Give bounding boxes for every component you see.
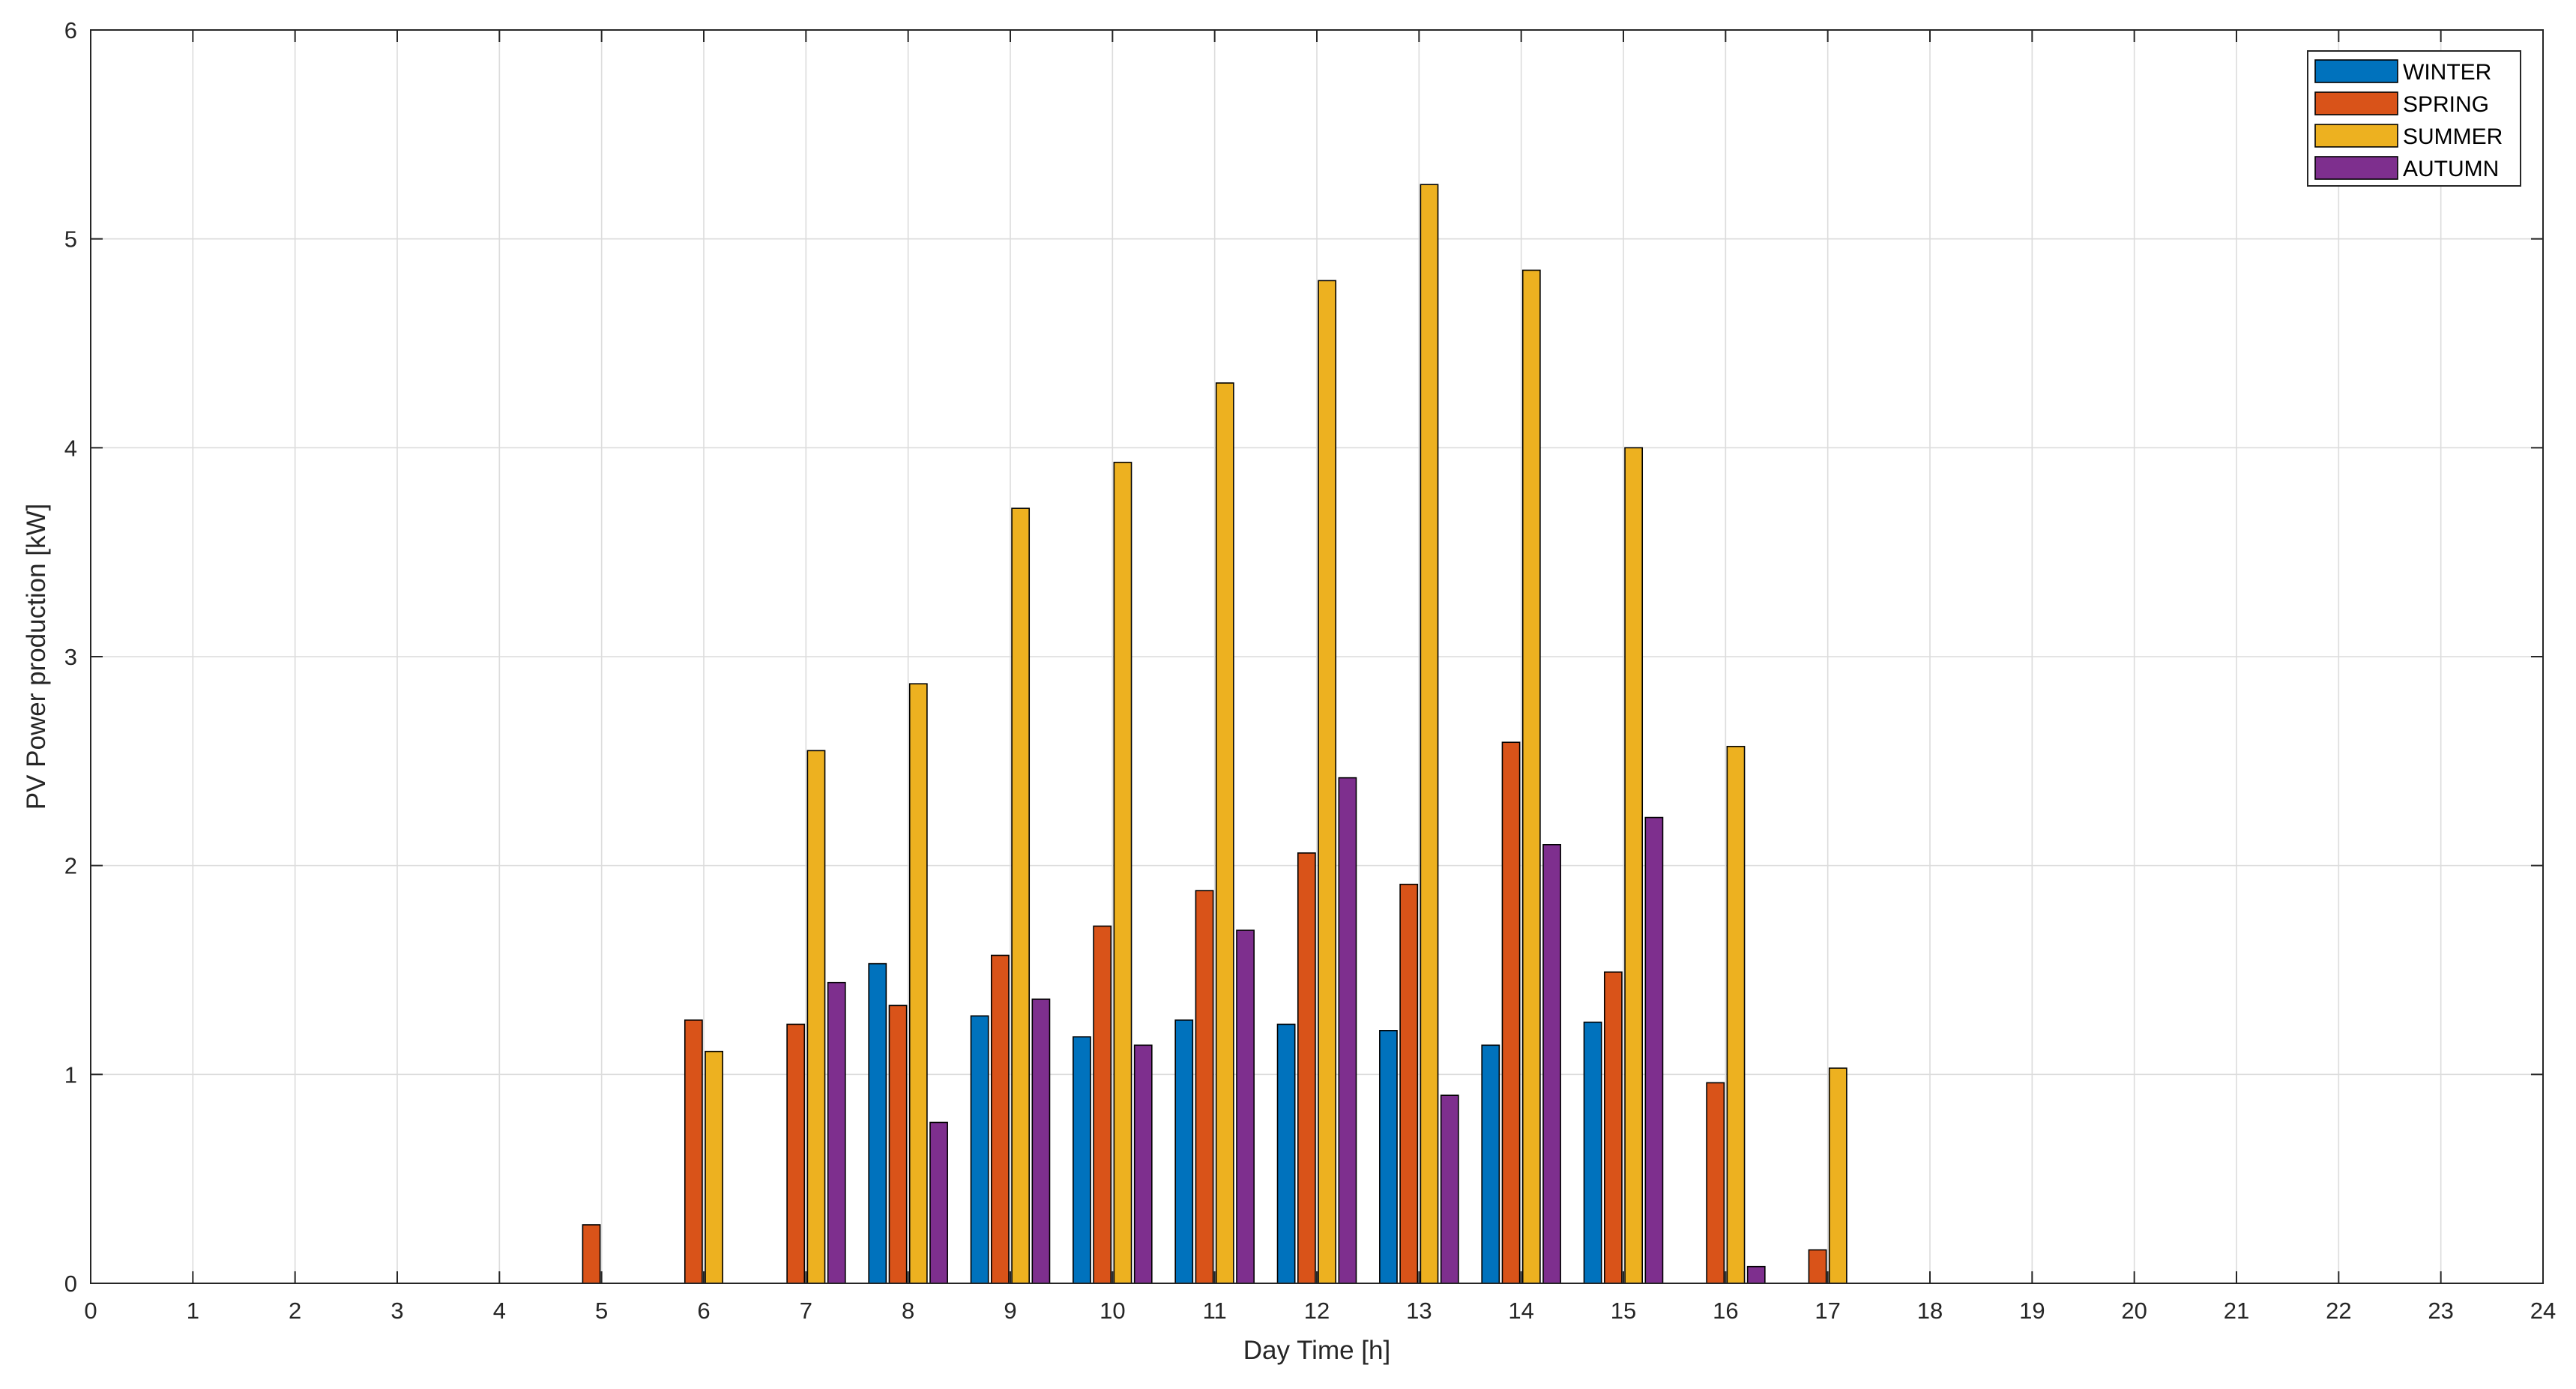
- x-tick-label: 1: [187, 1298, 199, 1324]
- legend-label-autumn: AUTUMN: [2403, 157, 2499, 181]
- bar-spring-h17: [1808, 1249, 1827, 1284]
- x-tick-label: 3: [390, 1298, 403, 1324]
- bar-spring-h15: [1603, 971, 1623, 1284]
- x-tick-label: 19: [2019, 1298, 2045, 1324]
- y-tick-label: 2: [64, 853, 77, 879]
- legend-swatch-summer: [2314, 124, 2398, 148]
- x-tick-label: 15: [1611, 1298, 1636, 1324]
- legend-label-winter: WINTER: [2403, 60, 2491, 85]
- bar-summer-h6: [705, 1050, 724, 1284]
- x-tick-label: 21: [2224, 1298, 2249, 1324]
- bar-autumn-h11: [1236, 929, 1255, 1284]
- bar-autumn-h8: [929, 1121, 948, 1284]
- x-tick-label: 24: [2530, 1298, 2556, 1324]
- bar-summer-h8: [908, 683, 928, 1284]
- x-tick-label: 16: [1713, 1298, 1738, 1324]
- bar-autumn-h14: [1542, 844, 1561, 1284]
- bar-summer-h10: [1113, 462, 1132, 1284]
- bar-winter-h12: [1276, 1023, 1296, 1284]
- bar-autumn-h15: [1644, 816, 1664, 1284]
- bar-spring-h12: [1297, 852, 1316, 1284]
- legend-swatch-winter: [2314, 59, 2398, 83]
- y-tick-label: 5: [64, 226, 77, 253]
- bar-summer-h12: [1318, 280, 1337, 1284]
- x-tick-label: 8: [902, 1298, 914, 1324]
- legend-swatch-autumn: [2314, 156, 2398, 180]
- y-tick-label: 3: [64, 644, 77, 670]
- legend-label-summer: SUMMER: [2403, 124, 2503, 149]
- x-axis-label: Day Time [h]: [1243, 1336, 1390, 1365]
- y-axis-label: PV Power production [kW]: [22, 504, 51, 810]
- bar-summer-h14: [1521, 269, 1541, 1284]
- x-tick-label: 7: [800, 1298, 812, 1324]
- bar-autumn-h10: [1133, 1044, 1153, 1284]
- bar-summer-h16: [1726, 746, 1746, 1284]
- y-tick-label: 0: [64, 1271, 77, 1297]
- y-tick-label: 6: [64, 17, 77, 43]
- bar-spring-h6: [684, 1019, 703, 1284]
- bar-summer-h7: [806, 750, 826, 1284]
- bar-summer-h17: [1828, 1067, 1847, 1284]
- legend-label-spring: SPRING: [2403, 92, 2489, 117]
- bar-autumn-h7: [827, 981, 846, 1284]
- x-tick-label: 14: [1508, 1298, 1533, 1324]
- x-tick-label: 17: [1815, 1298, 1840, 1324]
- x-tick-label: 9: [1004, 1298, 1016, 1324]
- axis-ticks: [90, 29, 2544, 1284]
- bar-winter-h11: [1174, 1019, 1194, 1284]
- x-tick-label: 5: [595, 1298, 608, 1324]
- bar-autumn-h12: [1338, 777, 1357, 1284]
- bar-spring-h14: [1501, 741, 1521, 1284]
- x-tick-label: 12: [1304, 1298, 1330, 1324]
- bar-winter-h14: [1481, 1044, 1500, 1284]
- bar-spring-h7: [786, 1023, 806, 1284]
- x-tick-label: 11: [1203, 1298, 1227, 1324]
- bar-winter-h10: [1073, 1036, 1091, 1284]
- bar-autumn-h13: [1440, 1094, 1459, 1284]
- bar-autumn-h16: [1746, 1265, 1766, 1284]
- y-tick-label: 1: [64, 1061, 77, 1088]
- bar-spring-h5: [582, 1224, 601, 1284]
- x-tick-label: 20: [2121, 1298, 2147, 1324]
- bar-spring-h9: [990, 954, 1010, 1284]
- legend: WINTER SPRING SUMMER AUTUMN: [2307, 50, 2521, 187]
- axis-tick-labels: 0 1 2 3 4 5 6 7 8 9 10 11 12 13 14 15 16 17 18 19 20 21 22 23 24…: [64, 17, 2556, 1324]
- legend-swatch-spring: [2314, 91, 2398, 115]
- bar-spring-h11: [1195, 890, 1214, 1284]
- x-tick-label: 0: [84, 1298, 97, 1324]
- bars: [582, 184, 1847, 1284]
- bar-winter-h15: [1583, 1021, 1602, 1284]
- x-tick-label: 22: [2326, 1298, 2351, 1324]
- x-tick-label: 18: [1917, 1298, 1943, 1324]
- bar-summer-h13: [1420, 184, 1439, 1284]
- x-tick-label: 23: [2428, 1298, 2453, 1324]
- y-tick-label: 4: [64, 435, 77, 461]
- bar-spring-h10: [1093, 925, 1112, 1284]
- bar-spring-h16: [1706, 1082, 1725, 1284]
- x-tick-label: 6: [697, 1298, 710, 1324]
- bar-winter-h13: [1379, 1030, 1398, 1284]
- x-tick-label: 10: [1100, 1298, 1125, 1324]
- bar-summer-h9: [1011, 507, 1031, 1284]
- bar-summer-h11: [1215, 382, 1234, 1284]
- bar-winter-h8: [868, 962, 887, 1284]
- bar-summer-h15: [1624, 447, 1644, 1284]
- bar-winter-h9: [970, 1015, 989, 1284]
- bar-spring-h8: [888, 1004, 908, 1284]
- x-tick-label: 2: [289, 1298, 301, 1324]
- bar-spring-h13: [1399, 883, 1419, 1284]
- x-tick-label: 13: [1406, 1298, 1432, 1324]
- bar-autumn-h9: [1031, 998, 1051, 1284]
- x-tick-label: 4: [493, 1298, 506, 1324]
